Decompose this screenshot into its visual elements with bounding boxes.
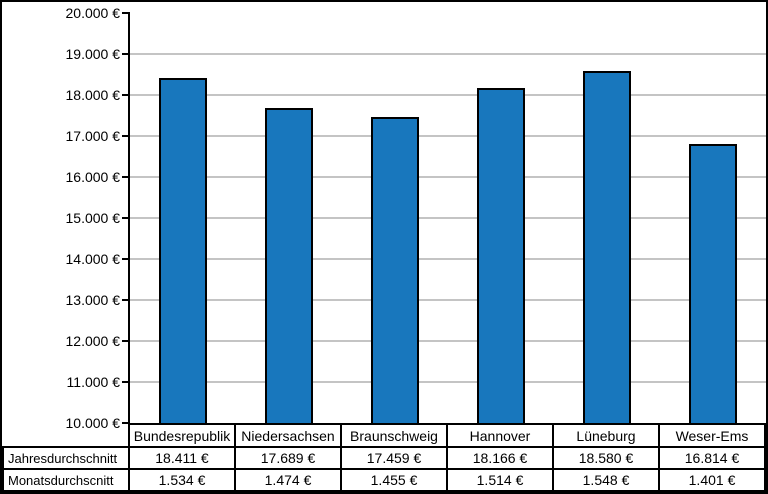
y-axis-tick (122, 299, 130, 301)
y-axis-label: 10.000 € (65, 415, 121, 431)
y-axis-tick (122, 135, 130, 137)
table-header-row: Bundesrepublik Niedersachsen Braunschweig H… (3, 423, 766, 448)
category-header: Weser-Ems (658, 423, 766, 448)
y-axis-tick (122, 53, 130, 55)
value-cell: 18.580 € (552, 446, 660, 470)
gridline (130, 53, 766, 55)
category-header: Braunschweig (340, 423, 448, 448)
gridline (130, 217, 766, 219)
plot-area (122, 12, 766, 425)
y-axis-tick (122, 94, 130, 96)
category-header: Lüneburg (552, 423, 660, 448)
value-cell: 1.514 € (446, 468, 554, 492)
category-header: Niedersachsen (234, 423, 342, 448)
bar-weser-ems (689, 143, 737, 423)
gridline (130, 135, 766, 137)
y-axis-label: 16.000 € (65, 169, 121, 185)
y-axis-label: 18.000 € (65, 87, 121, 103)
gridline (130, 176, 766, 178)
y-axis-label: 17.000 € (65, 128, 121, 144)
table-row: Jahresdurchschnitt 18.411 €17.689 €17.459… (2, 446, 766, 470)
gridline (130, 258, 766, 260)
bar-l-neburg (583, 71, 631, 423)
y-axis-tick (122, 422, 130, 424)
category-header: Bundesrepublik (128, 423, 236, 448)
value-cell: 1.455 € (340, 468, 448, 492)
gridline (130, 94, 766, 96)
series-row-label: Jahresdurchschnitt (2, 446, 130, 470)
gridline (130, 299, 766, 301)
value-cell: 1.548 € (552, 468, 660, 492)
y-axis-label: 19.000 € (65, 46, 121, 62)
bar-niedersachsen (265, 107, 313, 423)
y-axis-tick (122, 176, 130, 178)
gridline (130, 340, 766, 342)
value-cell: 18.166 € (446, 446, 554, 470)
y-axis-labels: 20.000 € 19.000 € 18.000 € 17.000 € 16.000 €… (2, 2, 121, 492)
value-cell: 18.411 € (128, 446, 236, 470)
value-cell: 17.459 € (340, 446, 448, 470)
category-header: Hannover (446, 423, 554, 448)
y-axis-label: 15.000 € (65, 210, 121, 226)
value-cell: 17.689 € (234, 446, 342, 470)
chart-data-table: Bundesrepublik Niedersachsen Braunschweig H… (2, 423, 766, 492)
y-axis-tick (122, 340, 130, 342)
y-axis-tick (122, 258, 130, 260)
y-axis-tick (122, 381, 130, 383)
value-cell: 1.401 € (658, 468, 766, 492)
gridline (130, 381, 766, 383)
y-axis-tick (122, 12, 130, 14)
value-cell: 1.534 € (128, 468, 236, 492)
bar-braunschweig (371, 117, 419, 423)
series-row-label: Monatsdurchscnitt (2, 468, 130, 492)
bar-bundesrepublik (159, 78, 207, 423)
y-axis-label: 12.000 € (65, 333, 121, 349)
y-axis-label: 20.000 € (65, 5, 121, 21)
y-axis-label: 13.000 € (65, 292, 121, 308)
value-cell: 16.814 € (658, 446, 766, 470)
table-row: Monatsdurchscnitt 1.534 €1.474 €1.455 €1.… (2, 468, 766, 492)
y-axis-label: 11.000 € (66, 374, 120, 390)
y-axis-tick (122, 217, 130, 219)
value-cell: 1.474 € (234, 468, 342, 492)
y-axis-label: 14.000 € (65, 251, 121, 267)
table-corner-blank (3, 424, 129, 447)
bar-hannover (477, 88, 525, 423)
